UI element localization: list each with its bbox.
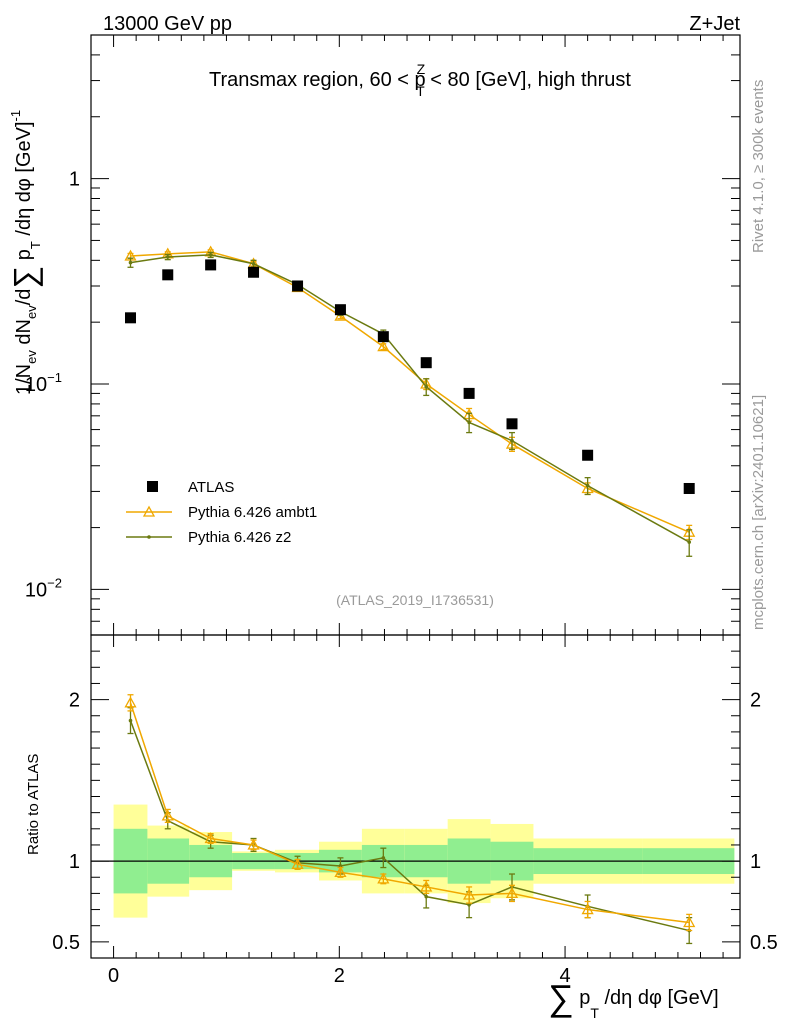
y-tick-label: 1	[69, 169, 80, 191]
atlas-data-point	[582, 449, 594, 461]
atlas-data-point	[125, 312, 137, 324]
main-z2-line	[130, 254, 690, 543]
atlas-data-point	[463, 387, 475, 399]
x-axis-label: ∑ pT /dη dφ [GeV]	[548, 977, 719, 1021]
axis-ticks: 0 2 4 1 10−1 10−2 0.5 0.5 1 1 2 2	[25, 34, 778, 987]
ratio-ambt1-point	[161, 809, 174, 821]
ratio-ambt1-point	[377, 872, 390, 884]
x-tick-label: 0	[108, 965, 119, 987]
energy-label: 13000 GeV pp	[103, 13, 232, 35]
ratio-z2-point	[381, 856, 386, 860]
ratio-z2-line	[129, 720, 690, 932]
ratio-y-tick-label-left: 1	[69, 851, 80, 873]
main-ylabel-text: 1/Nev dNev/d∑ pT /dη dφ [GeV]-1	[7, 110, 43, 395]
main-title-sup: Z	[417, 61, 426, 77]
atlas-data-point	[248, 266, 260, 278]
main-z2-point	[424, 384, 429, 389]
process-label: Z+Jet	[689, 13, 740, 35]
main-z2-point	[467, 420, 471, 425]
ratio-ambt1-point	[420, 880, 433, 892]
main-z2-point	[251, 261, 256, 266]
ratio-ambt1-point	[247, 838, 260, 850]
ratio-y-tick-label-left: 0.5	[52, 932, 80, 954]
atlas-data-point	[205, 259, 217, 271]
main-ambt1-point	[377, 340, 390, 352]
ratio-ambt1-point	[505, 887, 519, 899]
main-title-pre: Transmax region, 60 < p	[209, 69, 426, 91]
ratio-y-tick-label-right: 1	[750, 851, 761, 873]
analysis-watermark: (ATLAS_2019_I1736531)	[336, 592, 494, 608]
atlas-data-point	[334, 304, 346, 316]
main-z2-point	[128, 260, 133, 265]
ratio-ambt1-point	[463, 888, 476, 900]
ratio-y-tick-label-left: 2	[69, 690, 80, 712]
x-tick-label: 2	[334, 965, 345, 987]
legend-label-z2: Pythia 6.426 z2	[188, 529, 291, 546]
ratio-z2-point	[467, 902, 471, 907]
main-title-post: < 80 [GeV], high thrust	[425, 69, 632, 91]
main-z2-point	[510, 438, 514, 443]
ratio-z2-point	[128, 718, 133, 723]
legend-marker-z2	[147, 535, 151, 539]
legend-marker-ambt1	[142, 505, 156, 517]
ratio-y-tick-label-right: 2	[750, 690, 761, 712]
ratio-z2-point	[424, 894, 429, 899]
plot-series	[124, 245, 696, 945]
ratio-z2-point	[338, 864, 343, 868]
main-z2-point	[585, 483, 590, 488]
main-title-sub: T	[416, 83, 425, 99]
legend-label-ambt1: Pythia 6.426 ambt1	[188, 504, 317, 521]
y-tick-label: 10−1	[25, 370, 62, 396]
ratio-ambt1-point	[204, 832, 217, 844]
legend: ATLAS Pythia 6.426 ambt1 Pythia 6.426 z2	[126, 479, 317, 546]
ratio-ambt1-point	[334, 866, 347, 878]
legend-marker-atlas	[147, 481, 158, 492]
ratio-ambt1-point	[291, 857, 304, 869]
main-z2-point	[208, 253, 213, 257]
main-ylabel: 1/Nev dNev/d∑ pT /dη dφ [GeV]-1	[7, 110, 43, 395]
legend-label-atlas: ATLAS	[188, 479, 234, 496]
ratio-ambt1-line	[129, 702, 690, 924]
y-tick-label: 10−2	[25, 575, 62, 601]
rivet-side-label: Rivet 4.1.0, ≥ 300k events	[750, 80, 767, 253]
main-z2-point	[687, 540, 692, 544]
ratio-ylabel: Ratio to ATLAS	[25, 754, 42, 855]
atlas-data-point	[683, 482, 695, 494]
atlas-data-point	[506, 418, 518, 430]
main-title: Transmax region, 60 < pZ T < 80 [GeV], hi…	[209, 61, 631, 99]
plot-frames	[90, 34, 741, 959]
atlas-data-point	[377, 331, 389, 343]
atlas-data-point	[162, 269, 174, 281]
ratio-y-tick-label-right: 0.5	[750, 932, 778, 954]
atlas-data-point	[420, 357, 432, 369]
atlas-data-point	[292, 280, 304, 292]
ratio-ambt1-point	[581, 903, 594, 915]
main-z2-point	[165, 255, 170, 259]
ratio-frame	[90, 634, 741, 959]
mcplots-side-label: mcplots.cern.ch [arXiv:2401.10621]	[750, 395, 767, 630]
x-tick-label: 4	[559, 965, 570, 987]
ratio-ambt1-point	[683, 916, 696, 928]
ratio-uncertainty-bands	[91, 804, 740, 918]
main-ambt1-line	[130, 251, 690, 533]
ratio-ambt1-point	[124, 696, 137, 708]
